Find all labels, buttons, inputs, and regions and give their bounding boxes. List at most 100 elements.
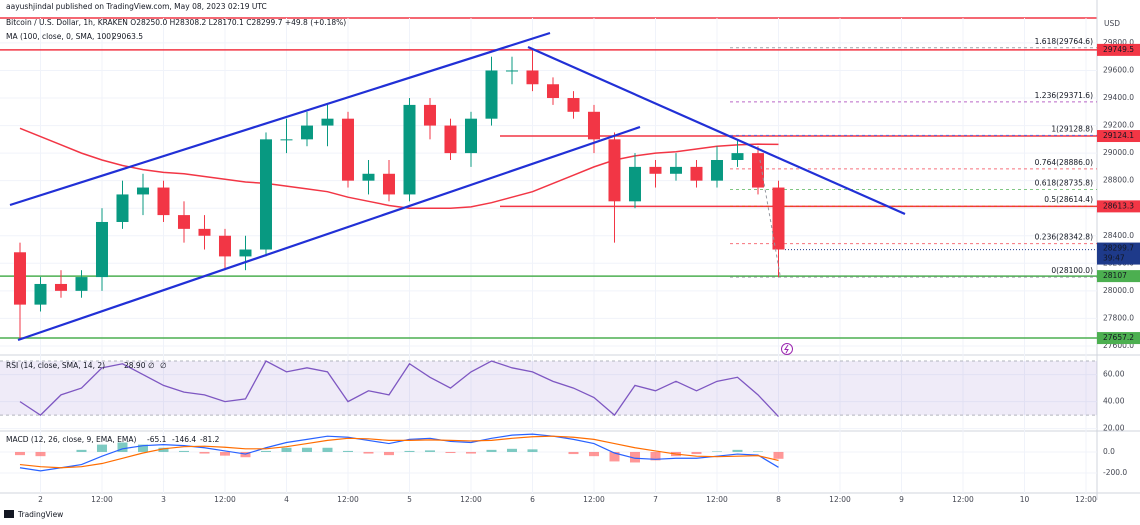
candle-body [751,153,764,188]
candle-body [95,221,108,278]
ma-line [19,127,779,209]
macd-bar [342,450,353,452]
macd-bar [117,442,128,452]
fib-label: 1.236(29371.6) [1035,91,1093,100]
candle-body [54,283,67,291]
price-tag [1097,332,1140,345]
candle-body [198,228,211,236]
y-tick-label: -200.0 [1103,468,1127,477]
x-tick-label: 6 [530,495,535,504]
fib-label: 0(28100.0) [1051,266,1093,275]
candle-body [710,160,723,181]
candle-body [34,283,47,305]
macd-value: -65.1 [147,435,167,444]
candle-body [382,173,395,195]
candle-body [485,70,498,119]
candle-body [116,194,129,222]
macd-line [19,435,779,469]
fib-label: 1(29128.8) [1051,124,1093,133]
y-tick-label: 0.0 [1103,447,1115,456]
candle-body [567,98,580,112]
channel-upper [9,31,551,207]
macd-bar [35,451,46,457]
macd-bar [752,451,763,452]
candle-body [546,84,559,99]
channel-lower [17,125,641,342]
macd-bar [424,450,435,452]
macd-bar [506,448,517,452]
macd-bar [96,444,107,452]
price-tag-label: 28613.3 [1103,201,1134,210]
macd-bar [773,451,784,459]
price-tag-label: 28107 [1103,271,1127,280]
alert-icon[interactable] [781,343,793,355]
rsi-value: 28.90 [124,361,146,370]
candle-body [731,153,744,161]
ma-legend: MA (100, close, 0, SMA, 100) [6,32,114,41]
macd-bar [219,451,230,456]
macd-bar [178,450,189,452]
drawings [9,31,906,342]
x-tick-label: 2 [38,495,43,504]
x-tick-label: 12:00 [337,495,359,504]
fib-label: 0.764(28886.0) [1035,158,1093,167]
macd-bar [445,451,456,454]
candle-body [403,104,416,195]
y-tick-label: 28400.0 [1103,231,1134,240]
y-tick-label: 20.00 [1103,424,1125,433]
price-tag [1097,200,1140,213]
icon-bolt[interactable] [784,344,789,354]
macd-bar [568,451,579,455]
candle-body [259,139,272,250]
y-tick-label: 29000.0 [1103,148,1134,157]
x-tick-label: 12:00 [829,495,851,504]
candle-body [444,125,457,154]
candle-body [423,104,436,126]
candle-body [505,70,518,72]
macd-bar [732,449,743,452]
x-tick-label: 12:00 [460,495,482,504]
x-tick-label: 12:00 [952,495,974,504]
ma-value: 29063.5 [112,32,143,41]
candle-body [13,252,26,305]
x-tick-label: 9 [899,495,904,504]
candle-body [649,166,662,174]
y-tick-label: 40.00 [1103,397,1125,406]
y-tick-label: 28800.0 [1103,176,1134,185]
macd-bar [14,451,25,456]
publisher: aayushjindal published on TradingView.co… [6,2,267,11]
price-tag [1097,43,1140,56]
rsi-band [0,361,1097,416]
countdown: 39:47 [1103,254,1125,263]
trend-line [527,45,906,216]
macd-bar [260,450,271,452]
macd-bar [383,451,394,456]
x-tick-label: 4 [284,495,289,504]
candle-body [464,118,477,154]
x-tick-label: 12:00 [1075,495,1097,504]
candle-body [300,125,313,140]
macd-bar [199,451,210,454]
x-tick-label: 5 [407,495,412,504]
candle-body [772,187,785,250]
candle-body [608,139,621,202]
candle-body [690,166,703,181]
candle-body [136,187,149,195]
candle-body [218,235,231,257]
macd-value: -81.2 [200,435,220,444]
macd-bar [588,451,599,457]
x-tick-label: 10 [1020,495,1030,504]
candle-body [669,166,682,174]
icon-circle[interactable] [781,343,793,355]
x-tick-label: 7 [653,495,658,504]
symbol-info: Bitcoin / U.S. Dollar, 1h, KRAKEN O28250… [6,18,346,27]
macd-bar [281,447,292,452]
macd-bar [486,449,497,452]
candle-body [526,70,539,85]
x-tick-label: 12:00 [214,495,236,504]
fib-label: 1.618(29764.6) [1035,37,1093,46]
fib-label: 0.5(28614.4) [1044,195,1093,204]
y-tick-label: 29200.0 [1103,121,1134,130]
price-tag-label: 29749.5 [1103,45,1134,54]
